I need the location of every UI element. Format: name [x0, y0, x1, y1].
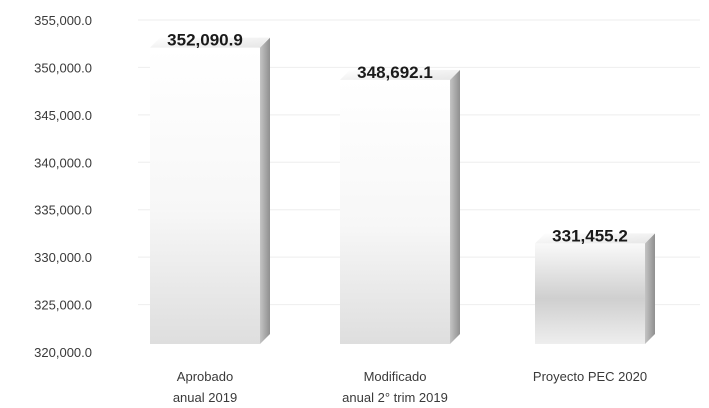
- y-tick-label: 350,000.0: [34, 60, 92, 75]
- y-tick-label: 340,000.0: [34, 155, 92, 170]
- bar-front: [340, 79, 450, 345]
- bar-side: [450, 69, 460, 345]
- bar: [150, 37, 270, 345]
- y-tick-label: 330,000.0: [34, 250, 92, 265]
- y-tick-label: 325,000.0: [34, 298, 92, 313]
- bar-side: [645, 233, 655, 344]
- x-axis: Aprobado anual 2019 Modificado anual 2° tri…: [173, 369, 647, 405]
- bar-top: [150, 37, 270, 48]
- y-tick-label: 345,000.0: [34, 108, 92, 123]
- data-label: 331,455.2: [552, 226, 628, 245]
- bar-front: [535, 243, 645, 344]
- x-category-label: Modificado anual 2° trim 2019: [342, 369, 448, 405]
- data-label: 348,692.1: [357, 63, 433, 82]
- data-labels: 352,090.9 348,692.1 331,455.2: [167, 31, 628, 246]
- bar: [340, 69, 460, 345]
- x-category-label: Proyecto PEC 2020: [533, 369, 647, 384]
- bars: [150, 37, 655, 345]
- bar-front: [150, 47, 260, 345]
- bar: [535, 233, 655, 344]
- y-tick-label: 320,000.0: [34, 345, 92, 360]
- bar-top: [535, 233, 655, 244]
- x-category-label: Aprobado anual 2019: [173, 369, 237, 405]
- y-axis: 320,000.0 325,000.0 330,000.0 335,000.0 340,…: [34, 13, 92, 360]
- y-tick-label: 335,000.0: [34, 203, 92, 218]
- bar-top: [340, 69, 460, 80]
- data-label: 352,090.9: [167, 31, 243, 50]
- y-tick-label: 355,000.0: [34, 13, 92, 28]
- bar-side: [260, 37, 270, 345]
